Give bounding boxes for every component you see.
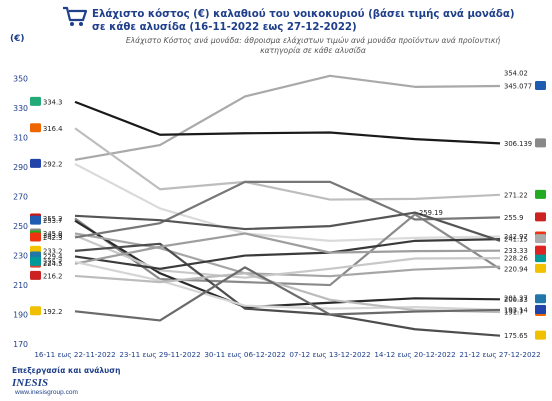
y-tick-label: 250 bbox=[13, 222, 28, 231]
credit-text: Επεξεργασία και ανάλυση bbox=[12, 366, 121, 375]
y-tick-label: 350 bbox=[13, 75, 28, 84]
data-label-last: 193.1 bbox=[504, 306, 523, 314]
series-line bbox=[74, 180, 501, 239]
data-label-first: 245.0 bbox=[43, 230, 62, 238]
data-label-first: 225.7 bbox=[43, 258, 62, 266]
chain-logo-badge bbox=[30, 306, 41, 316]
chain-logo-badge bbox=[535, 253, 546, 263]
data-label-first: 192.2 bbox=[43, 308, 62, 316]
data-label-first: 233.2 bbox=[43, 247, 62, 255]
data-label-last: 255.9 bbox=[504, 214, 523, 222]
chain-logo-badge bbox=[30, 215, 41, 225]
data-label-last: 175.65 bbox=[504, 332, 528, 340]
data-label-first: 316.4 bbox=[43, 125, 62, 133]
chain-logo-badge bbox=[535, 294, 546, 304]
series-lines bbox=[74, 74, 501, 337]
series-line bbox=[74, 234, 501, 279]
chain-logo-badge bbox=[535, 138, 546, 148]
data-label-first: 229.4 bbox=[43, 253, 62, 261]
series-line bbox=[74, 266, 501, 322]
x-tick-label: 07-12 εως 13-12-2022 bbox=[289, 350, 370, 359]
x-tick-label: 30-11 εως 06-12-2022 bbox=[204, 350, 285, 359]
chain-logo-badge bbox=[535, 234, 546, 244]
chain-logo-badge bbox=[30, 123, 41, 133]
series-line bbox=[74, 213, 501, 287]
shopping-cart-icon bbox=[63, 6, 88, 26]
y-tick-label: 290 bbox=[13, 163, 28, 172]
y-tick-label: 190 bbox=[13, 311, 28, 320]
inesis-logo: INESIS www.inesisgroup.com bbox=[12, 377, 112, 396]
y-tick-label: 330 bbox=[13, 104, 28, 113]
data-label-first: 242.3 bbox=[43, 234, 62, 242]
chain-logo-badge bbox=[30, 232, 41, 242]
chain-logo-badge bbox=[30, 96, 41, 106]
data-label-last: 241.15 bbox=[504, 236, 528, 244]
series-line bbox=[74, 242, 501, 337]
chain-logo-badge bbox=[535, 330, 546, 340]
y-tick-label: 270 bbox=[13, 193, 28, 202]
data-label-last: 306.139 bbox=[504, 140, 532, 148]
data-label-first: 334.3 bbox=[43, 98, 62, 106]
y-axis-unit: (€) bbox=[10, 34, 25, 44]
chart-title: Ελάχιστο κόστος (€) καλαθιού του νοικοκυ… bbox=[92, 9, 515, 33]
y-tick-label: 170 bbox=[13, 340, 28, 349]
x-tick-label: 16-11 εως 22-11-2022 bbox=[34, 350, 115, 359]
series-line bbox=[74, 127, 501, 201]
logo-name: INESIS bbox=[12, 377, 49, 389]
y-tick-label: 210 bbox=[13, 281, 28, 290]
chain-logo-badge bbox=[535, 304, 546, 314]
data-label-first: 216.2 bbox=[43, 272, 62, 280]
chain-logo-badges bbox=[30, 80, 546, 340]
data-label-last: 228.26 bbox=[504, 255, 528, 263]
data-label-first: 255.2 bbox=[43, 215, 62, 223]
data-label-annotation: 259.19 bbox=[419, 209, 443, 217]
data-label-last: 220.94 bbox=[504, 265, 528, 273]
x-tick-label: 23-11 εως 29-11-2022 bbox=[119, 350, 200, 359]
chain-logo-badge bbox=[535, 263, 546, 273]
series-line bbox=[74, 238, 501, 270]
chain-logo-badge bbox=[30, 270, 41, 280]
data-label-last: 233.33 bbox=[504, 247, 528, 255]
data-label-last: 271.22 bbox=[504, 191, 528, 199]
logo-url: www.inesisgroup.com bbox=[15, 389, 78, 396]
x-tick-label: 14-12 εως 20-12-2022 bbox=[374, 350, 455, 359]
data-label-annotation: 201.27 bbox=[504, 294, 528, 302]
series-line bbox=[74, 100, 501, 145]
series-line bbox=[74, 74, 501, 161]
chain-logo-badge bbox=[30, 256, 41, 266]
data-label-first: 292.2 bbox=[43, 160, 62, 168]
data-label-last: 191.7 bbox=[504, 309, 523, 317]
chain-logo-badge bbox=[30, 158, 41, 168]
data-label-annotation: 354.02 bbox=[504, 69, 528, 77]
chain-logo-badge bbox=[535, 245, 546, 255]
data-label-last: 242.97 bbox=[504, 233, 528, 241]
y-axis-ticks: 170 190 210 230 250 270 290 310 330 350 bbox=[13, 75, 28, 349]
series-line bbox=[74, 232, 501, 265]
chain-logo-badge bbox=[535, 189, 546, 199]
x-tick-label: 21-12 εως 27-12-2022 bbox=[459, 350, 540, 359]
x-axis-ticks: 16-11 εως 22-11-2022 23-11 εως 29-11-2022… bbox=[34, 350, 540, 359]
y-tick-label: 310 bbox=[13, 134, 28, 143]
series-line bbox=[74, 211, 501, 242]
data-label-last: 345.077 bbox=[504, 82, 532, 90]
chain-logo-badge bbox=[535, 212, 546, 222]
data-label-first: 224.5 bbox=[43, 260, 62, 268]
series-line bbox=[74, 162, 501, 242]
data-labels: 345.077 334.3 306.139 316.4 271.22 292.2 242.9… bbox=[43, 69, 532, 340]
data-label-first: 253.7 bbox=[43, 217, 62, 225]
data-label-first: 243.6 bbox=[43, 232, 62, 240]
chart-subtitle: Ελάχιστο Κόστος ανά μονάδα: άθροισμα ελά… bbox=[125, 36, 501, 55]
data-label-last: 193.14 bbox=[504, 306, 528, 314]
chain-logo-badge bbox=[535, 80, 546, 90]
data-label-last: 200.33 bbox=[504, 296, 528, 304]
y-tick-label: 230 bbox=[13, 252, 28, 261]
series-line bbox=[74, 260, 501, 311]
